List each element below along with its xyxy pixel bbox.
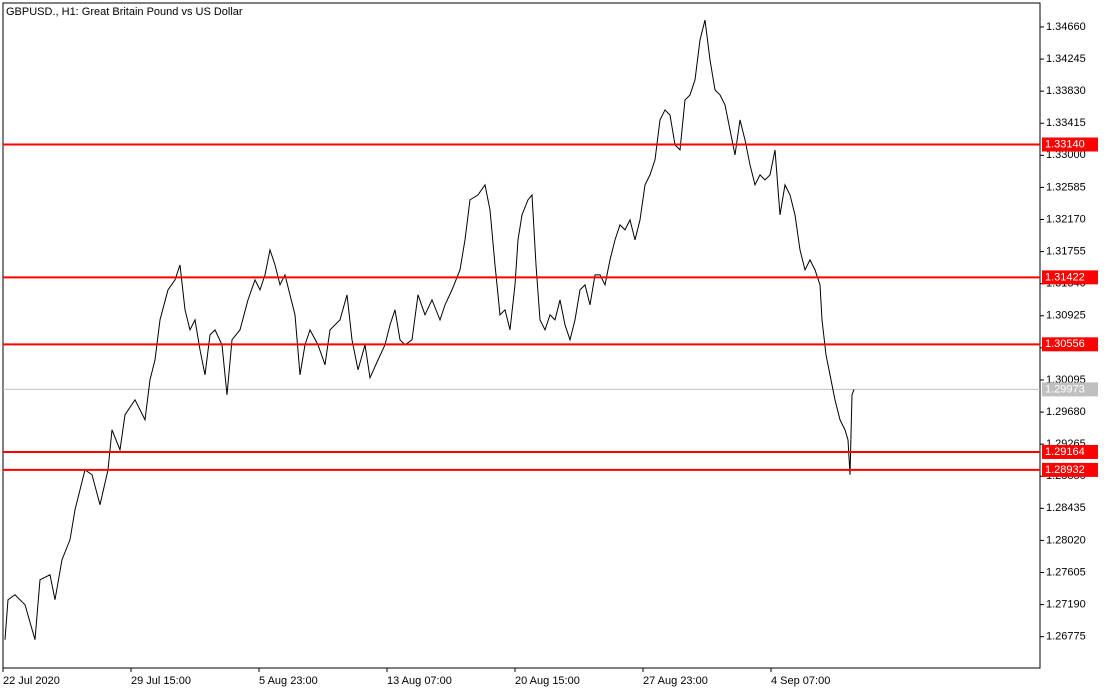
y-tick-label: 1.28020 — [1046, 534, 1086, 546]
y-tick-label: 1.33830 — [1046, 85, 1086, 97]
y-tick-label: 1.33000 — [1046, 149, 1086, 161]
last-price-label: 1.29973 — [1045, 383, 1085, 395]
level-label: 1.31422 — [1045, 271, 1085, 283]
y-tick-label: 1.27605 — [1046, 566, 1086, 578]
level-label: 1.28932 — [1045, 464, 1085, 476]
level-label-bg — [1042, 337, 1098, 352]
level-label-bg — [1042, 444, 1098, 459]
x-tick-label: 20 Aug 15:00 — [515, 675, 580, 687]
level-label: 1.33140 — [1045, 138, 1085, 150]
y-tick-label: 1.29680 — [1046, 406, 1086, 418]
y-tick-label: 1.33415 — [1046, 117, 1086, 129]
y-tick-label: 1.30925 — [1046, 310, 1086, 322]
level-label-bg — [1042, 137, 1098, 152]
y-tick-label: 1.34660 — [1046, 21, 1086, 33]
level-label-bg — [1042, 270, 1098, 285]
y-tick-label: 1.28435 — [1046, 502, 1086, 514]
y-tick-label: 1.32585 — [1046, 181, 1086, 193]
level-label: 1.30556 — [1045, 338, 1085, 350]
price-line — [4, 19, 855, 640]
level-label: 1.29164 — [1045, 446, 1085, 458]
x-tick-label: 4 Sep 07:00 — [771, 675, 830, 687]
y-tick-label: 1.31755 — [1046, 246, 1086, 258]
x-tick-label: 27 Aug 23:00 — [643, 675, 708, 687]
x-tick-label: 13 Aug 07:00 — [387, 675, 452, 687]
x-tick-label: 5 Aug 23:00 — [259, 675, 318, 687]
y-tick-label: 1.26775 — [1046, 631, 1086, 643]
x-tick-label: 22 Jul 2020 — [3, 675, 60, 687]
plot-frame — [2, 2, 1041, 669]
y-tick-label: 1.32170 — [1046, 213, 1086, 225]
chart-title: GBPUSD., H1: Great Britain Pound vs US D… — [6, 6, 243, 18]
y-tick-label: 1.27190 — [1046, 598, 1086, 610]
x-tick-label: 29 Jul 15:00 — [131, 675, 191, 687]
level-label-bg — [1042, 462, 1098, 477]
last-price-label-bg — [1042, 382, 1098, 397]
y-tick-label: 1.34245 — [1046, 53, 1086, 65]
